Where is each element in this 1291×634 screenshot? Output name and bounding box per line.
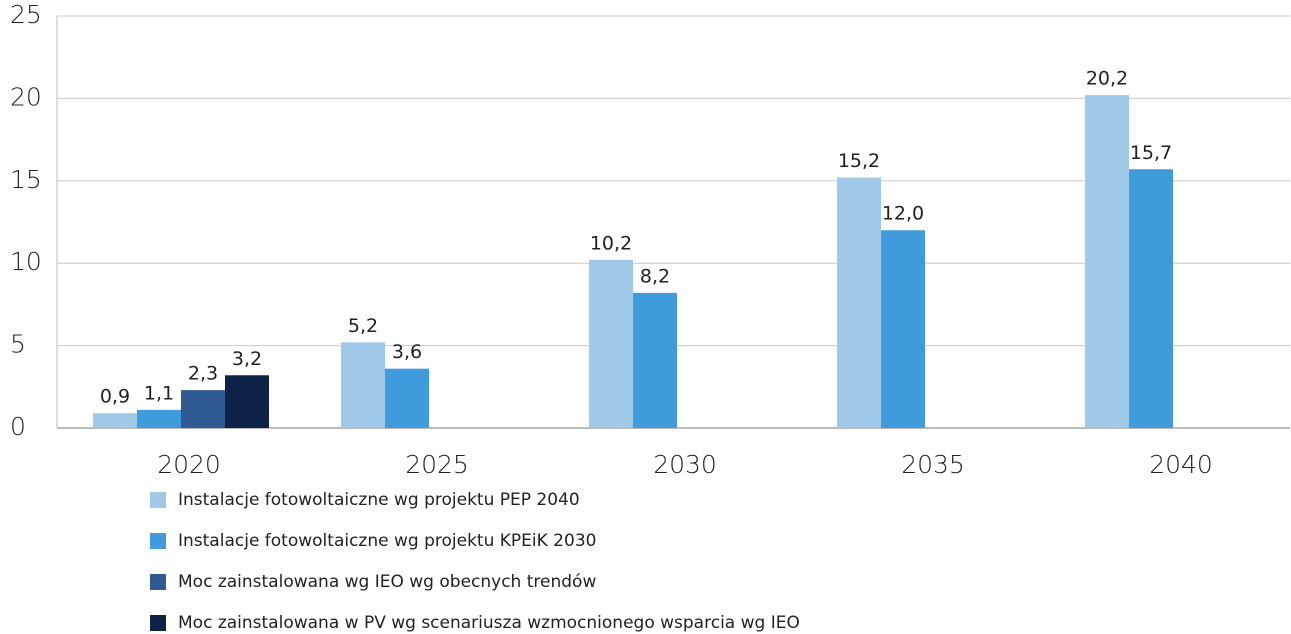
bar (837, 177, 881, 428)
bar (93, 413, 137, 428)
y-tick-label: 5 (10, 330, 26, 359)
legend-swatch (150, 533, 166, 549)
data-label: 3,2 (232, 348, 262, 370)
legend-swatch (150, 574, 166, 590)
bar (341, 342, 385, 428)
data-label: 2,3 (188, 363, 218, 385)
bar (1085, 95, 1129, 428)
bar (225, 375, 269, 428)
bar (633, 292, 677, 428)
legend-label: Instalacje fotowoltaiczne wg projektu KP… (178, 531, 596, 551)
x-tick-label: 2030 (653, 450, 717, 479)
data-label: 15,2 (838, 150, 880, 172)
y-tick-label: 10 (10, 247, 42, 276)
data-label: 10,2 (590, 232, 632, 254)
data-label: 8,2 (640, 265, 670, 287)
legend-swatch (150, 492, 166, 508)
bar (589, 259, 633, 428)
legend-label: Instalacje fotowoltaiczne wg projektu PE… (178, 490, 580, 510)
bar (1129, 169, 1173, 428)
y-tick-label: 20 (10, 82, 42, 111)
x-tick-label: 2025 (405, 450, 469, 479)
data-label: 5,2 (348, 315, 378, 337)
bar (385, 368, 429, 428)
legend-swatch (150, 615, 166, 631)
bar (181, 390, 225, 428)
legend-label: Moc zainstalowana wg IEO wg obecnych tre… (178, 572, 596, 592)
x-tick-label: 2035 (901, 450, 965, 479)
x-tick-label: 2040 (1149, 450, 1213, 479)
y-tick-label: 15 (10, 165, 42, 194)
data-label: 1,1 (144, 382, 174, 404)
data-label: 12,0 (882, 203, 924, 225)
data-label: 0,9 (100, 386, 130, 408)
bar (881, 230, 925, 428)
y-tick-label: 25 (10, 0, 42, 29)
data-label: 20,2 (1086, 68, 1128, 90)
x-tick-label: 2020 (157, 450, 221, 479)
y-tick-label: 0 (10, 412, 26, 441)
legend-label: Moc zainstalowana w PV wg scenariusza wz… (178, 613, 800, 633)
bar (137, 409, 181, 428)
data-label: 15,7 (1130, 142, 1172, 164)
data-label: 3,6 (392, 341, 422, 363)
